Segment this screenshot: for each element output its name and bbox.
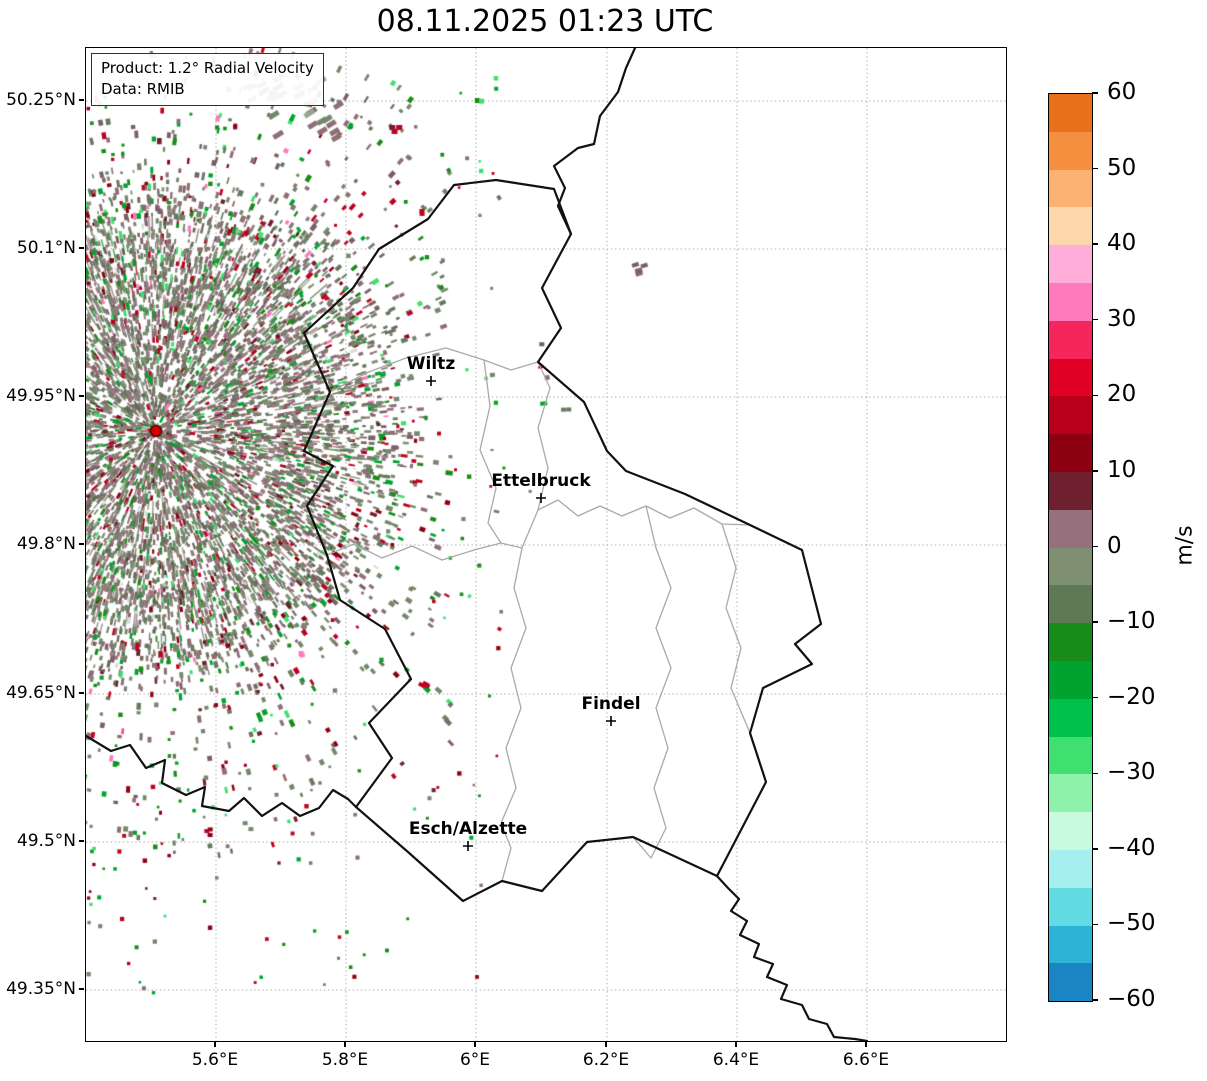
colorbar-tick-mark (1092, 848, 1098, 850)
colorbar-tick-mark (1092, 243, 1098, 245)
colorbar-tick-label: −30 (1107, 759, 1156, 786)
colorbar-tick-label: 30 (1107, 305, 1137, 332)
colorbar-band (1049, 887, 1092, 926)
x-tick-label: 6.2°E (582, 1050, 630, 1070)
city-label-ettelbruck: Ettelbruck (491, 471, 591, 491)
colorbar-tick-mark (1092, 696, 1098, 699)
x-tick-label: 6.4°E (712, 1050, 760, 1070)
x-tick-label: 6.6°E (842, 1050, 890, 1070)
y-tick-mark (79, 395, 84, 397)
colorbar-band (1049, 396, 1092, 435)
borders-layer (86, 48, 869, 1041)
colorbar-tick-label: 40 (1107, 230, 1137, 257)
colorbar-tick-label: 60 (1107, 79, 1137, 105)
y-tick-label: 49.95°N (6, 386, 76, 406)
colorbar-tick-mark (1092, 999, 1098, 1001)
colorbar-tick-label: −50 (1107, 910, 1156, 937)
radar-echo-canvas (86, 48, 1006, 1041)
city-label-esch-alzette: Esch/Alzette (408, 819, 528, 839)
colorbar-band (1049, 320, 1092, 359)
colorbar-tick-label: −60 (1107, 986, 1156, 1012)
colorbar-band (1049, 358, 1092, 397)
colorbar-unit-label: m/s (1172, 525, 1198, 566)
colorbar-tick-mark (1092, 92, 1098, 94)
colorbar-tick-mark (1092, 319, 1098, 321)
colorbar-band (1049, 812, 1092, 850)
colorbar-band (1049, 434, 1092, 472)
x-tick-mark (865, 1042, 867, 1047)
colorbar-tick-mark (1092, 923, 1098, 926)
product-info-box: Product: 1.2° Radial Velocity Data: RMIB (91, 53, 324, 106)
y-tick-mark (79, 840, 84, 842)
city-label-findel: Findel (581, 694, 641, 714)
map-plot-area: Wiltz Ettelbruck Findel Esch/Alzette Pro… (85, 47, 1007, 1042)
colorbar-band (1049, 169, 1092, 208)
colorbar-tick-mark (1092, 772, 1098, 774)
city-label-wiltz: Wiltz (406, 354, 456, 374)
colorbar-band (1049, 925, 1092, 964)
colorbar-tick-label: 50 (1107, 154, 1137, 181)
y-tick-mark (79, 692, 84, 694)
colorbar-band (1049, 774, 1092, 813)
colorbar-tick-label: 20 (1107, 381, 1137, 408)
colorbar-tick-mark (1092, 470, 1098, 472)
y-tick-label: 49.8°N (16, 534, 76, 554)
y-tick-mark (79, 543, 84, 545)
colorbar-tick-label: 10 (1107, 456, 1137, 483)
colorbar-band (1049, 282, 1092, 321)
colorbar-band (1049, 585, 1092, 624)
x-tick-label: 5.6°E (191, 1050, 239, 1070)
y-tick-label: 49.65°N (6, 683, 76, 703)
colorbar-band (1049, 94, 1092, 132)
y-tick-label: 50.25°N (6, 90, 76, 110)
y-tick-label: 49.5°N (16, 831, 76, 851)
colorbar-tick-mark (1092, 394, 1098, 397)
x-tick-mark (735, 1042, 737, 1047)
x-tick-mark (474, 1042, 476, 1047)
colorbar-band (1049, 245, 1092, 283)
velocity-colorbar (1048, 93, 1093, 1002)
colorbar-tick-label: −10 (1107, 608, 1156, 635)
x-tick-label: 6°E (459, 1050, 491, 1070)
colorbar-tick-label: −20 (1107, 683, 1156, 710)
colorbar-tick-mark (1092, 167, 1098, 170)
colorbar-band (1049, 963, 1092, 1002)
y-tick-label: 50.1°N (16, 238, 76, 258)
y-tick-label: 49.35°N (6, 979, 76, 999)
y-tick-mark (79, 247, 84, 249)
colorbar-band (1049, 849, 1092, 888)
y-tick-mark (79, 988, 84, 990)
colorbar-band (1049, 547, 1092, 586)
x-tick-mark (214, 1042, 216, 1047)
colorbar-band (1049, 509, 1092, 548)
colorbar-tick-label: 0 (1107, 532, 1122, 559)
colorbar-tick-label: −40 (1107, 834, 1156, 861)
data-source-line: Data: RMIB (101, 80, 185, 99)
y-tick-mark (79, 99, 84, 101)
colorbar-band (1049, 698, 1092, 737)
colorbar-tick-mark (1092, 621, 1098, 623)
colorbar-band (1049, 207, 1092, 246)
colorbar-band (1049, 660, 1092, 699)
x-tick-label: 5.8°E (321, 1050, 369, 1070)
colorbar-band (1049, 471, 1092, 510)
colorbar-band (1049, 736, 1092, 775)
colorbar-tick-mark (1092, 545, 1098, 548)
x-tick-mark (344, 1042, 346, 1047)
colorbar-band (1049, 131, 1092, 170)
product-info-line: Product: 1.2° Radial Velocity (101, 59, 314, 77)
figure-title: 08.11.2025 01:23 UTC (376, 4, 714, 39)
colorbar-band (1049, 623, 1092, 661)
x-tick-mark (605, 1042, 607, 1047)
